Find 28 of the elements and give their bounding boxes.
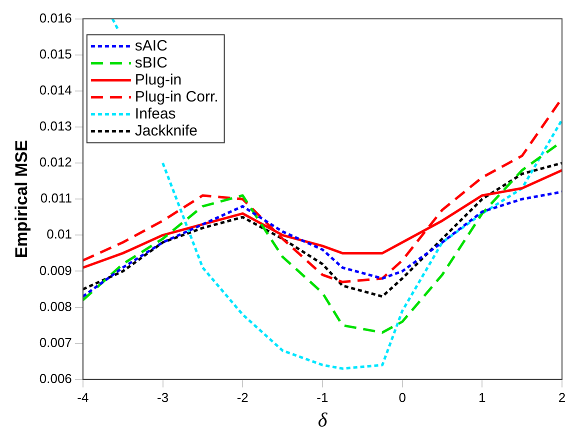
y-tick-label: 0.006 <box>39 370 72 386</box>
y-tick-label: 0.014 <box>39 82 72 98</box>
x-tick-label: 2 <box>558 390 566 405</box>
x-tick-label: -1 <box>316 390 328 405</box>
line-series <box>82 190 562 298</box>
y-tick-label: 0.011 <box>40 190 72 206</box>
line-series <box>82 162 562 298</box>
legend-label: Plug-in <box>134 71 182 88</box>
x-axis-title: δ <box>318 409 328 432</box>
legend-label: Plug-in Corr. <box>134 88 218 106</box>
legend-label: sBIC <box>134 54 168 72</box>
y-tick-label: 0.012 <box>39 154 72 170</box>
legend-label: sAIC <box>134 37 168 54</box>
x-tick-label: -3 <box>156 390 169 405</box>
x-tick-label: 0 <box>398 390 406 405</box>
x-tick-label: 1 <box>478 390 486 405</box>
y-axis-title: Empirical MSE <box>12 140 31 258</box>
x-tick-label: -4 <box>77 390 89 405</box>
y-tick-label: 0.01 <box>46 226 72 242</box>
y-tick-label: 0.013 <box>39 118 72 134</box>
y-tick-label: 0.009 <box>39 262 72 278</box>
y-tick-label: 0.015 <box>39 46 72 62</box>
y-tick-label: 0.008 <box>39 298 72 314</box>
legend-label: Infeas <box>134 105 176 122</box>
x-tick-label: -2 <box>236 390 248 405</box>
legend-label: Jackknife <box>134 122 198 140</box>
y-tick-label: 0.007 <box>39 334 72 350</box>
y-tick-label: 0.016 <box>39 10 72 26</box>
